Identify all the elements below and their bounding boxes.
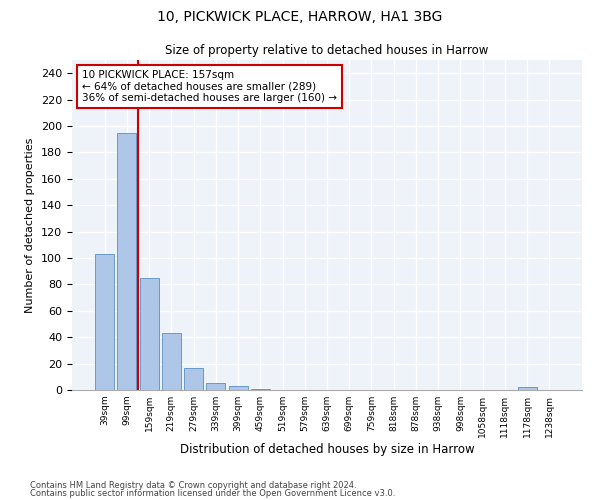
Text: Contains public sector information licensed under the Open Government Licence v3: Contains public sector information licen… <box>30 488 395 498</box>
Text: Contains HM Land Registry data © Crown copyright and database right 2024.: Contains HM Land Registry data © Crown c… <box>30 481 356 490</box>
Bar <box>162 333 181 390</box>
Text: 10, PICKWICK PLACE, HARROW, HA1 3BG: 10, PICKWICK PLACE, HARROW, HA1 3BG <box>157 10 443 24</box>
Bar <box>518 388 536 390</box>
Y-axis label: Number of detached properties: Number of detached properties <box>25 138 35 312</box>
Text: 10 PICKWICK PLACE: 157sqm
← 64% of detached houses are smaller (289)
36% of semi: 10 PICKWICK PLACE: 157sqm ← 64% of detac… <box>82 70 337 103</box>
Bar <box>206 384 225 390</box>
Bar <box>251 388 270 390</box>
X-axis label: Distribution of detached houses by size in Harrow: Distribution of detached houses by size … <box>179 442 475 456</box>
Title: Size of property relative to detached houses in Harrow: Size of property relative to detached ho… <box>166 44 488 58</box>
Bar <box>229 386 248 390</box>
Bar <box>184 368 203 390</box>
Bar <box>118 132 136 390</box>
Bar <box>140 278 158 390</box>
Bar <box>95 254 114 390</box>
